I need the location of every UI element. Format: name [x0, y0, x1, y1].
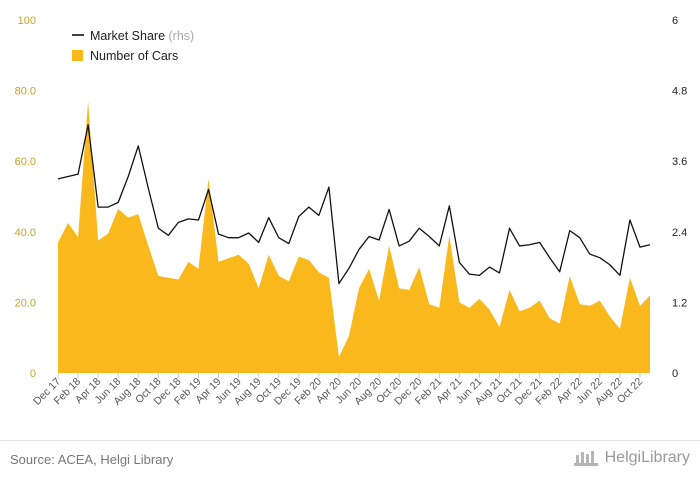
number-of-cars-area: [58, 101, 650, 373]
brand-name: HelgiLibrary: [604, 449, 690, 466]
y-left-tick-label: 100: [18, 15, 36, 27]
y-left-tick-label: 60.0: [15, 156, 36, 168]
y-right-tick-label: 6: [672, 15, 678, 27]
legend-number-of-cars-marker: [72, 50, 83, 61]
y-left-tick-label: 20.0: [15, 297, 36, 309]
y-right-tick-label: 4.8: [672, 86, 687, 98]
legend-market-share-label: Market Share (rhs): [90, 29, 194, 43]
y-left-tick-label: 80.0: [15, 86, 36, 98]
y-right-tick-label: 3.6: [672, 156, 687, 168]
plot-area: [57, 101, 651, 373]
legend-rhs-note: (rhs): [169, 29, 195, 43]
footer: Source: ACEA, Helgi Library HelgiLibrary: [0, 440, 700, 484]
y-right-tick-label: 2.4: [672, 227, 687, 239]
y-right-tick-label: 0: [672, 368, 678, 380]
library-building-icon: [573, 451, 598, 466]
y-right-tick-label: 1.2: [672, 297, 687, 309]
brand-logo: HelgiLibrary: [573, 449, 690, 467]
market-share-line: [57, 124, 651, 285]
legend: Market Share (rhs) Number of Cars: [72, 29, 194, 63]
y-left-tick-label: 40.0: [15, 227, 36, 239]
source-note: Source: ACEA, Helgi Library: [10, 452, 174, 467]
chart: Market Share (rhs) Number of Cars 0 20.0 4…: [15, 15, 688, 408]
legend-number-of-cars-label: Number of Cars: [90, 49, 178, 63]
y-left-tick-label: 0: [30, 368, 36, 380]
